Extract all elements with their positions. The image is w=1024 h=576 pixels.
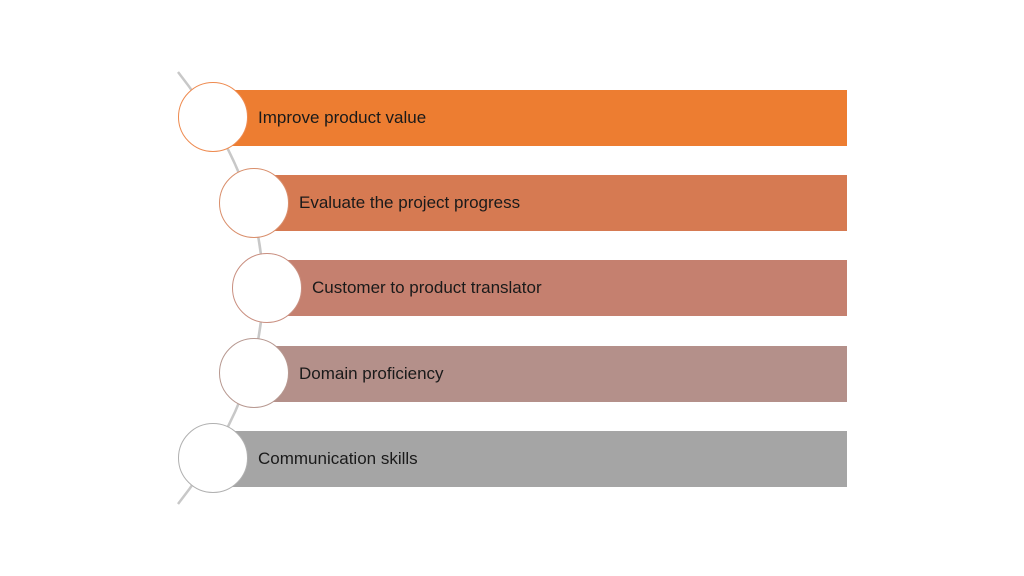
item-bar: Evaluate the project progress	[253, 175, 847, 231]
bullet-circle	[219, 168, 289, 238]
item-label: Communication skills	[258, 449, 418, 468]
bullet-circle	[232, 253, 302, 323]
bullet-circle	[178, 423, 248, 493]
item-label: Improve product value	[258, 108, 427, 127]
item-label: Customer to product translator	[312, 278, 542, 297]
item-label: Domain proficiency	[299, 364, 444, 383]
bullet-circle	[178, 82, 248, 152]
item-bar: Improve product value	[212, 90, 847, 146]
item-bar: Customer to product translator	[266, 260, 847, 316]
bullet-circle	[219, 338, 289, 408]
item-label: Evaluate the project progress	[299, 193, 521, 212]
item-bar: Domain proficiency	[253, 346, 847, 402]
item-bar: Communication skills	[212, 431, 847, 487]
